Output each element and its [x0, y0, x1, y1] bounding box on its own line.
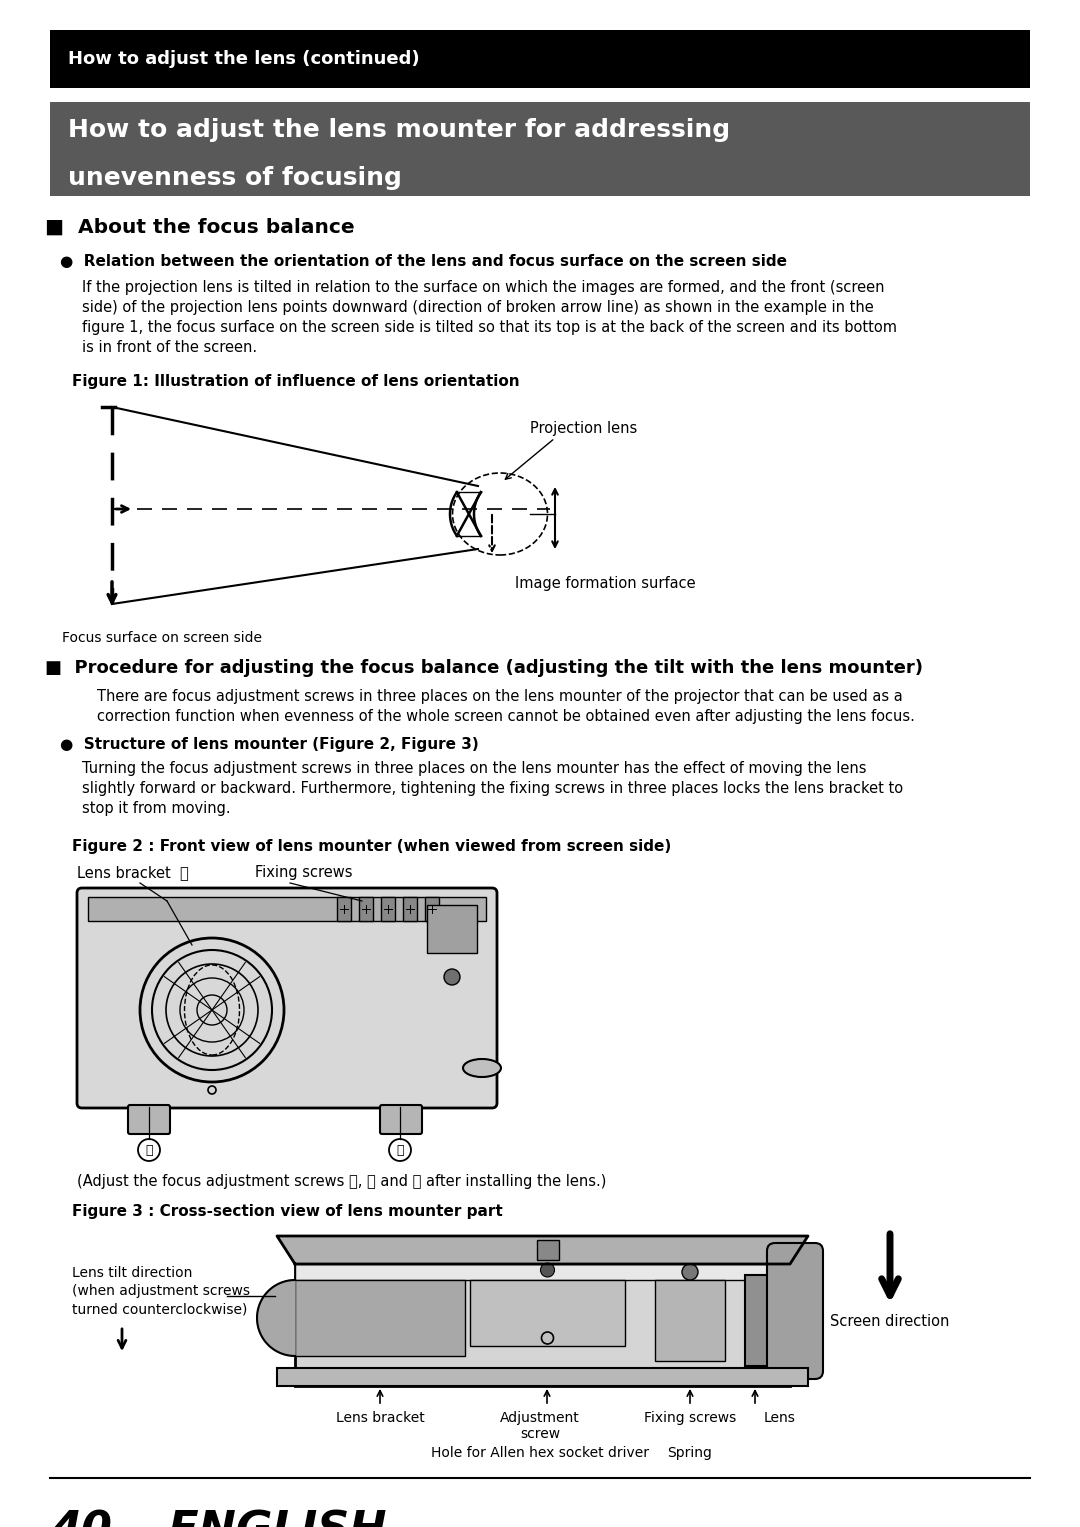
Text: Figure 3 : Cross-section view of lens mounter part: Figure 3 : Cross-section view of lens mo…: [72, 1203, 503, 1219]
FancyBboxPatch shape: [77, 889, 497, 1109]
Circle shape: [444, 970, 460, 985]
Text: slightly forward or backward. Furthermore, tightening the fixing screws in three: slightly forward or backward. Furthermor…: [82, 780, 903, 796]
FancyBboxPatch shape: [380, 1106, 422, 1135]
Ellipse shape: [463, 1060, 501, 1077]
Text: If the projection lens is tilted in relation to the surface on which the images : If the projection lens is tilted in rela…: [82, 279, 885, 295]
Text: 40: 40: [50, 1510, 112, 1527]
Text: unevenness of focusing: unevenness of focusing: [68, 166, 402, 189]
Text: ■  About the focus balance: ■ About the focus balance: [45, 218, 354, 237]
Text: There are focus adjustment screws in three places on the lens mounter of the pro: There are focus adjustment screws in thr…: [97, 689, 903, 704]
Text: Hole for Allen hex socket driver: Hole for Allen hex socket driver: [431, 1446, 649, 1460]
Bar: [87, 896, 486, 921]
Bar: [50, 102, 1030, 195]
Text: How to adjust the lens mounter for addressing: How to adjust the lens mounter for addre…: [68, 118, 730, 142]
Text: Image formation surface: Image formation surface: [515, 576, 696, 591]
Circle shape: [681, 1264, 698, 1280]
Bar: [381, 896, 395, 921]
Text: ⓑ: ⓑ: [396, 1144, 404, 1156]
Bar: [337, 896, 351, 921]
Text: correction function when evenness of the whole screen cannot be obtained even af: correction function when evenness of the…: [97, 709, 915, 724]
Bar: [276, 1368, 808, 1387]
Text: ●  Structure of lens mounter (Figure 2, Figure 3): ● Structure of lens mounter (Figure 2, F…: [60, 738, 478, 751]
Polygon shape: [257, 1280, 295, 1356]
Bar: [427, 906, 477, 953]
Text: figure 1, the focus surface on the screen side is tilted so that its top is at t: figure 1, the focus surface on the scree…: [82, 321, 897, 334]
Text: Lens bracket: Lens bracket: [336, 1411, 424, 1425]
Bar: [403, 896, 417, 921]
Text: Projection lens: Projection lens: [530, 421, 637, 437]
Text: ⓒ: ⓒ: [145, 1144, 152, 1156]
Text: Figure 2 : Front view of lens mounter (when viewed from screen side): Figure 2 : Front view of lens mounter (w…: [72, 838, 672, 854]
Bar: [470, 1280, 625, 1345]
Text: Lens: Lens: [764, 1411, 796, 1425]
Text: ●  Relation between the orientation of the lens and focus surface on the screen : ● Relation between the orientation of th…: [60, 253, 787, 269]
Text: Figure 1: Illustration of influence of lens orientation: Figure 1: Illustration of influence of l…: [72, 374, 519, 389]
Text: (Adjust the focus adjustment screws ⓐ, ⓑ and ⓒ after installing the lens.): (Adjust the focus adjustment screws ⓐ, ⓑ…: [77, 1174, 606, 1190]
Text: Screen direction: Screen direction: [831, 1315, 949, 1328]
Bar: [537, 1240, 558, 1260]
Text: Spring: Spring: [667, 1446, 713, 1460]
Bar: [426, 896, 438, 921]
Text: – ENGLISH: – ENGLISH: [114, 1510, 387, 1527]
Bar: [295, 1235, 789, 1387]
Text: Turning the focus adjustment screws in three places on the lens mounter has the : Turning the focus adjustment screws in t…: [82, 760, 866, 776]
Bar: [654, 1280, 725, 1361]
Bar: [295, 1264, 789, 1280]
Circle shape: [540, 1263, 554, 1277]
Text: Fixing screws: Fixing screws: [255, 864, 352, 880]
Text: side) of the projection lens points downward (direction of broken arrow line) as: side) of the projection lens points down…: [82, 299, 874, 315]
Text: Fixing screws: Fixing screws: [644, 1411, 737, 1425]
Bar: [745, 1275, 770, 1367]
Text: Lens bracket  ⓐ: Lens bracket ⓐ: [77, 864, 189, 880]
Text: Lens tilt direction
(when adjustment screws
turned counterclockwise): Lens tilt direction (when adjustment scr…: [72, 1266, 249, 1316]
Bar: [295, 1280, 465, 1356]
Text: screw: screw: [519, 1428, 561, 1441]
Text: Adjustment: Adjustment: [500, 1411, 580, 1425]
FancyBboxPatch shape: [129, 1106, 170, 1135]
Bar: [359, 896, 373, 921]
Text: ■  Procedure for adjusting the focus balance (adjusting the tilt with the lens m: ■ Procedure for adjusting the focus bala…: [45, 660, 923, 676]
Text: is in front of the screen.: is in front of the screen.: [82, 341, 257, 354]
Polygon shape: [276, 1235, 808, 1264]
Text: stop it from moving.: stop it from moving.: [82, 802, 231, 815]
Bar: [50, 31, 1030, 89]
Text: How to adjust the lens (continued): How to adjust the lens (continued): [68, 50, 420, 69]
FancyBboxPatch shape: [767, 1243, 823, 1379]
Text: Focus surface on screen side: Focus surface on screen side: [62, 631, 262, 644]
